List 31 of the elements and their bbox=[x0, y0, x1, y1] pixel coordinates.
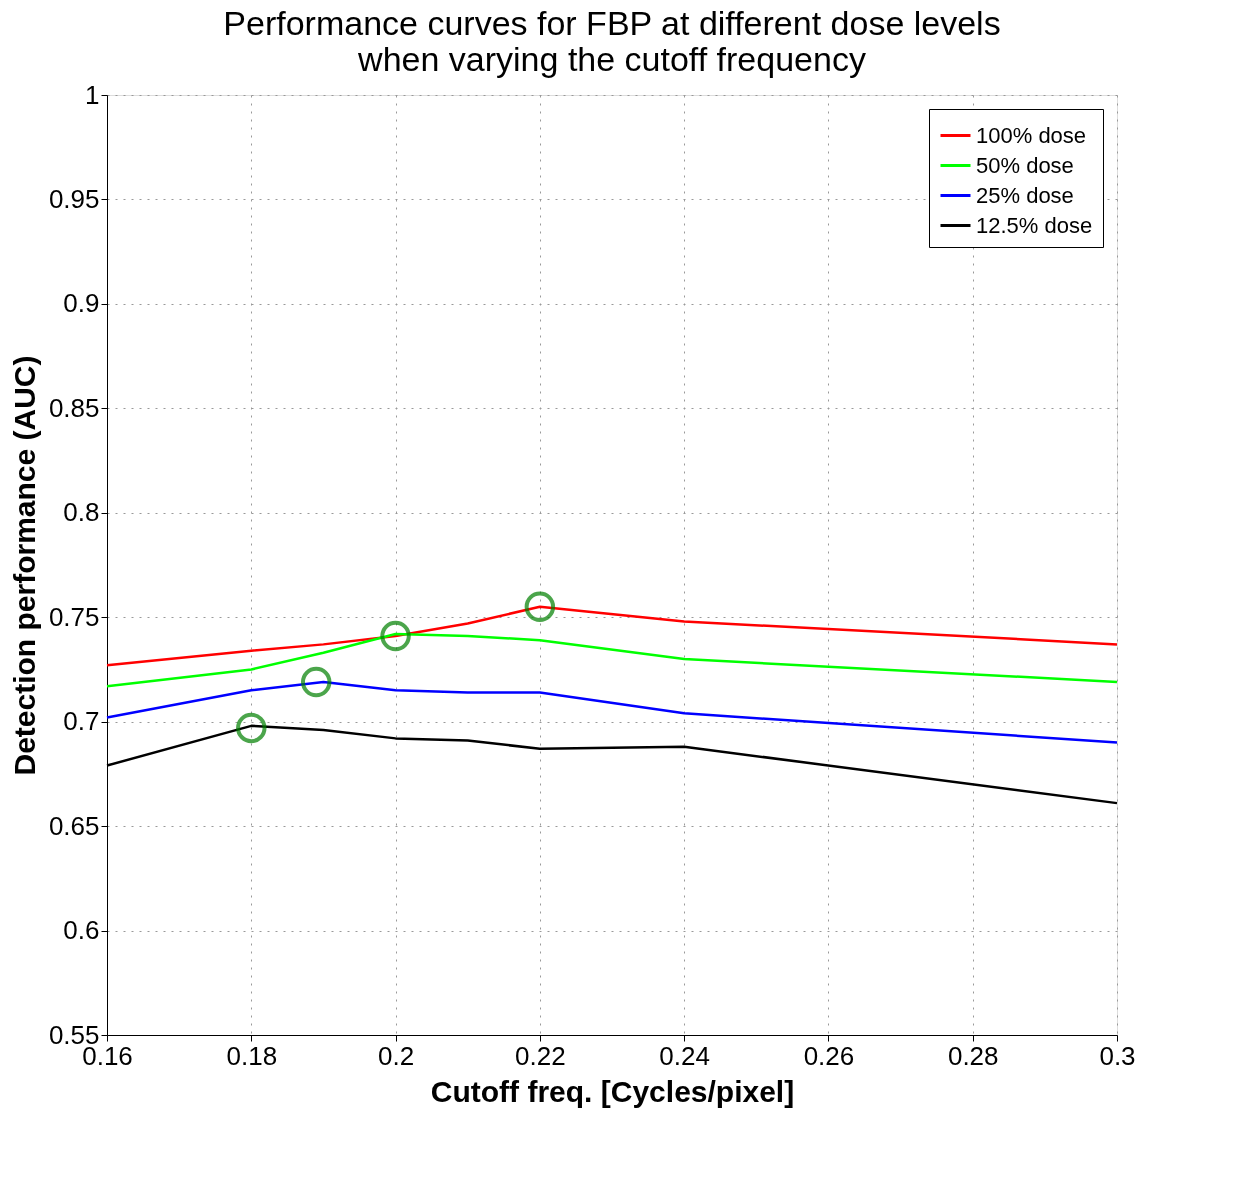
y-tick-label: 0.8 bbox=[63, 497, 100, 528]
point bbox=[236, 712, 267, 744]
text: when varying the cutoff frequency bbox=[358, 40, 866, 78]
y-tick-label: 0.65 bbox=[48, 810, 100, 841]
y-tick-label: 0.6 bbox=[63, 915, 100, 946]
point bbox=[380, 620, 411, 652]
x-tick-label: 0.18 bbox=[226, 1040, 278, 1071]
point bbox=[524, 591, 556, 622]
line-series bbox=[105, 605, 1119, 667]
x-axis-title: Cutoff freq. [Cycles/pixel] bbox=[430, 1074, 795, 1108]
line-series bbox=[105, 680, 1119, 744]
x-tick-label: 0.2 bbox=[377, 1040, 415, 1071]
line-series bbox=[105, 632, 1119, 688]
y-tick-label: 1 bbox=[85, 79, 100, 110]
x-tick-label: 0.24 bbox=[659, 1040, 710, 1071]
legend-label: 50% dose bbox=[976, 152, 1074, 178]
y-tick-label: 0.9 bbox=[63, 288, 100, 319]
point bbox=[300, 666, 332, 698]
y-tick-label: 0.7 bbox=[63, 706, 100, 737]
y-axis-title: Detection performance (AUC) bbox=[7, 355, 41, 776]
y-tick-label: 0.75 bbox=[48, 601, 100, 632]
x-tick-label: 0.3 bbox=[1099, 1040, 1136, 1071]
legend-label: 25% dose bbox=[976, 182, 1074, 208]
legend-label: 100% dose bbox=[976, 122, 1087, 148]
x-tick-label: 0.26 bbox=[803, 1040, 855, 1071]
x-tick-label: 0.28 bbox=[947, 1040, 999, 1071]
x-tick-label: 0.22 bbox=[515, 1040, 566, 1071]
legend-label: 12.5% dose bbox=[976, 212, 1093, 238]
y-tick-label: 0.95 bbox=[48, 183, 100, 214]
y-tick-label: 0.85 bbox=[48, 392, 100, 423]
text: Performance curves for FBP at different dose levels bbox=[223, 4, 1001, 42]
